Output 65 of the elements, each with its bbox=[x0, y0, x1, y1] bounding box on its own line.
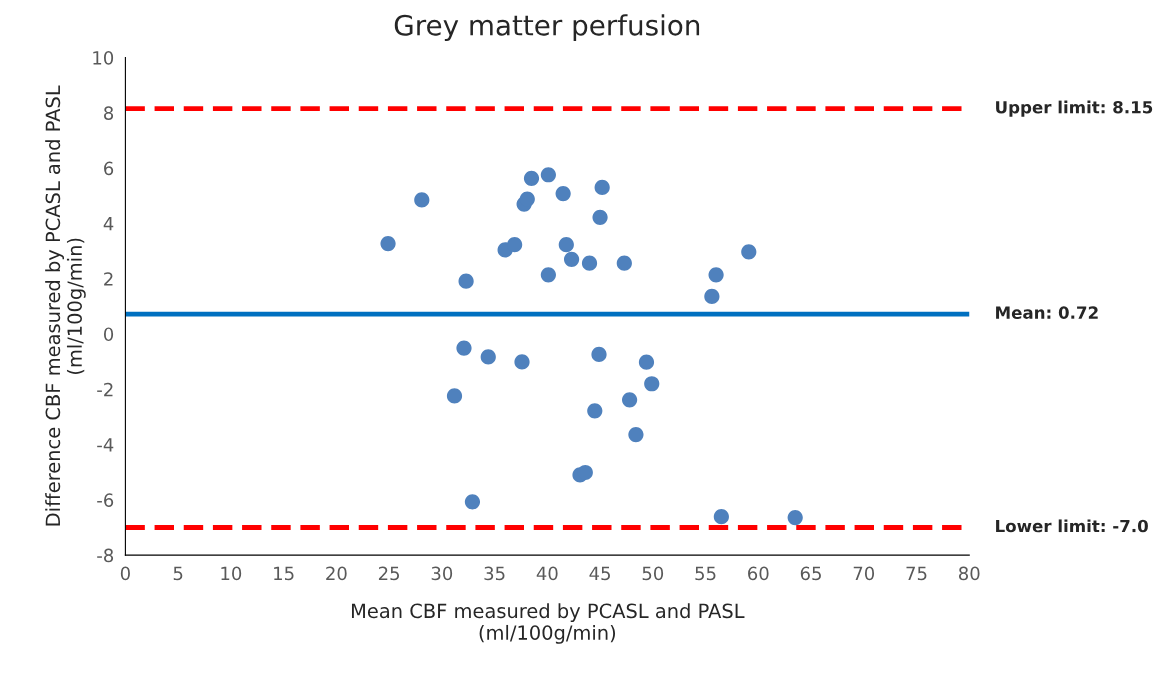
x-tick-label: 45 bbox=[589, 566, 610, 581]
point bbox=[708, 267, 724, 283]
y-tick-label: 4 bbox=[103, 217, 114, 231]
point bbox=[555, 185, 571, 202]
x-tick-label: 65 bbox=[800, 566, 821, 581]
point bbox=[787, 509, 803, 526]
point bbox=[587, 403, 603, 419]
y-tick-label: -8 bbox=[97, 548, 114, 563]
point bbox=[458, 273, 474, 289]
y-tick-label: -2 bbox=[97, 382, 113, 397]
x-tick-label: 15 bbox=[274, 566, 294, 581]
y-tick-label: 6 bbox=[104, 161, 114, 176]
x-tick-label: 50 bbox=[642, 566, 664, 581]
point bbox=[713, 509, 729, 525]
point bbox=[480, 349, 496, 365]
y-tick-label: 0 bbox=[104, 327, 114, 342]
point bbox=[519, 191, 535, 207]
chart-title: Grey matter perfusion bbox=[394, 14, 700, 42]
x-tick-label: 55 bbox=[695, 566, 716, 581]
y-tick-label: 2 bbox=[104, 272, 113, 286]
x-tick-label: 20 bbox=[326, 566, 347, 581]
point bbox=[464, 494, 481, 510]
y-tick-label: -4 bbox=[97, 438, 114, 452]
point bbox=[594, 179, 610, 196]
x-tick-label: 5 bbox=[173, 566, 183, 581]
point bbox=[644, 376, 660, 392]
point bbox=[456, 340, 472, 356]
x-tick-label: 80 bbox=[958, 566, 980, 581]
point bbox=[591, 346, 607, 363]
point bbox=[638, 354, 655, 370]
point bbox=[577, 464, 593, 481]
point bbox=[704, 288, 720, 304]
ref-line-label: Lower limit: -7.0 bbox=[996, 519, 1148, 533]
point bbox=[414, 192, 430, 208]
x-tick-label: 30 bbox=[431, 566, 453, 581]
y-tick-label: 8 bbox=[104, 106, 114, 120]
x-tick-label: 0 bbox=[120, 566, 130, 581]
point bbox=[540, 267, 556, 283]
x-axis-title: Mean CBF measured by PCASL and PASL (ml/100g/min) bbox=[351, 603, 745, 644]
x-tick-label: 25 bbox=[378, 566, 400, 581]
point bbox=[628, 427, 644, 443]
x-tick-label: 40 bbox=[536, 566, 558, 581]
y-axis-title: Difference CBF measured by PCASL and PASL (ml/100g/min) bbox=[45, 85, 86, 526]
point bbox=[523, 170, 540, 186]
ref-line-label: Upper limit: 8.15 bbox=[996, 100, 1153, 117]
point bbox=[507, 237, 523, 253]
ref-line-label: Mean: 0.72 bbox=[996, 306, 1098, 319]
point bbox=[616, 255, 632, 271]
point bbox=[446, 388, 463, 404]
y-tick-label: -6 bbox=[97, 493, 114, 507]
point bbox=[563, 251, 580, 267]
point bbox=[540, 167, 556, 183]
point bbox=[514, 354, 530, 370]
x-tick-label: 75 bbox=[906, 566, 927, 581]
point bbox=[741, 244, 757, 260]
x-tick-label: 35 bbox=[484, 566, 505, 581]
point bbox=[558, 237, 574, 253]
point bbox=[621, 392, 638, 408]
point bbox=[380, 235, 396, 252]
x-tick-label: 70 bbox=[853, 566, 875, 581]
point bbox=[592, 209, 608, 225]
y-tick-label: 10 bbox=[93, 51, 114, 65]
x-tick-label: 60 bbox=[748, 566, 769, 581]
point bbox=[581, 255, 598, 271]
x-tick-label: 10 bbox=[221, 566, 242, 581]
